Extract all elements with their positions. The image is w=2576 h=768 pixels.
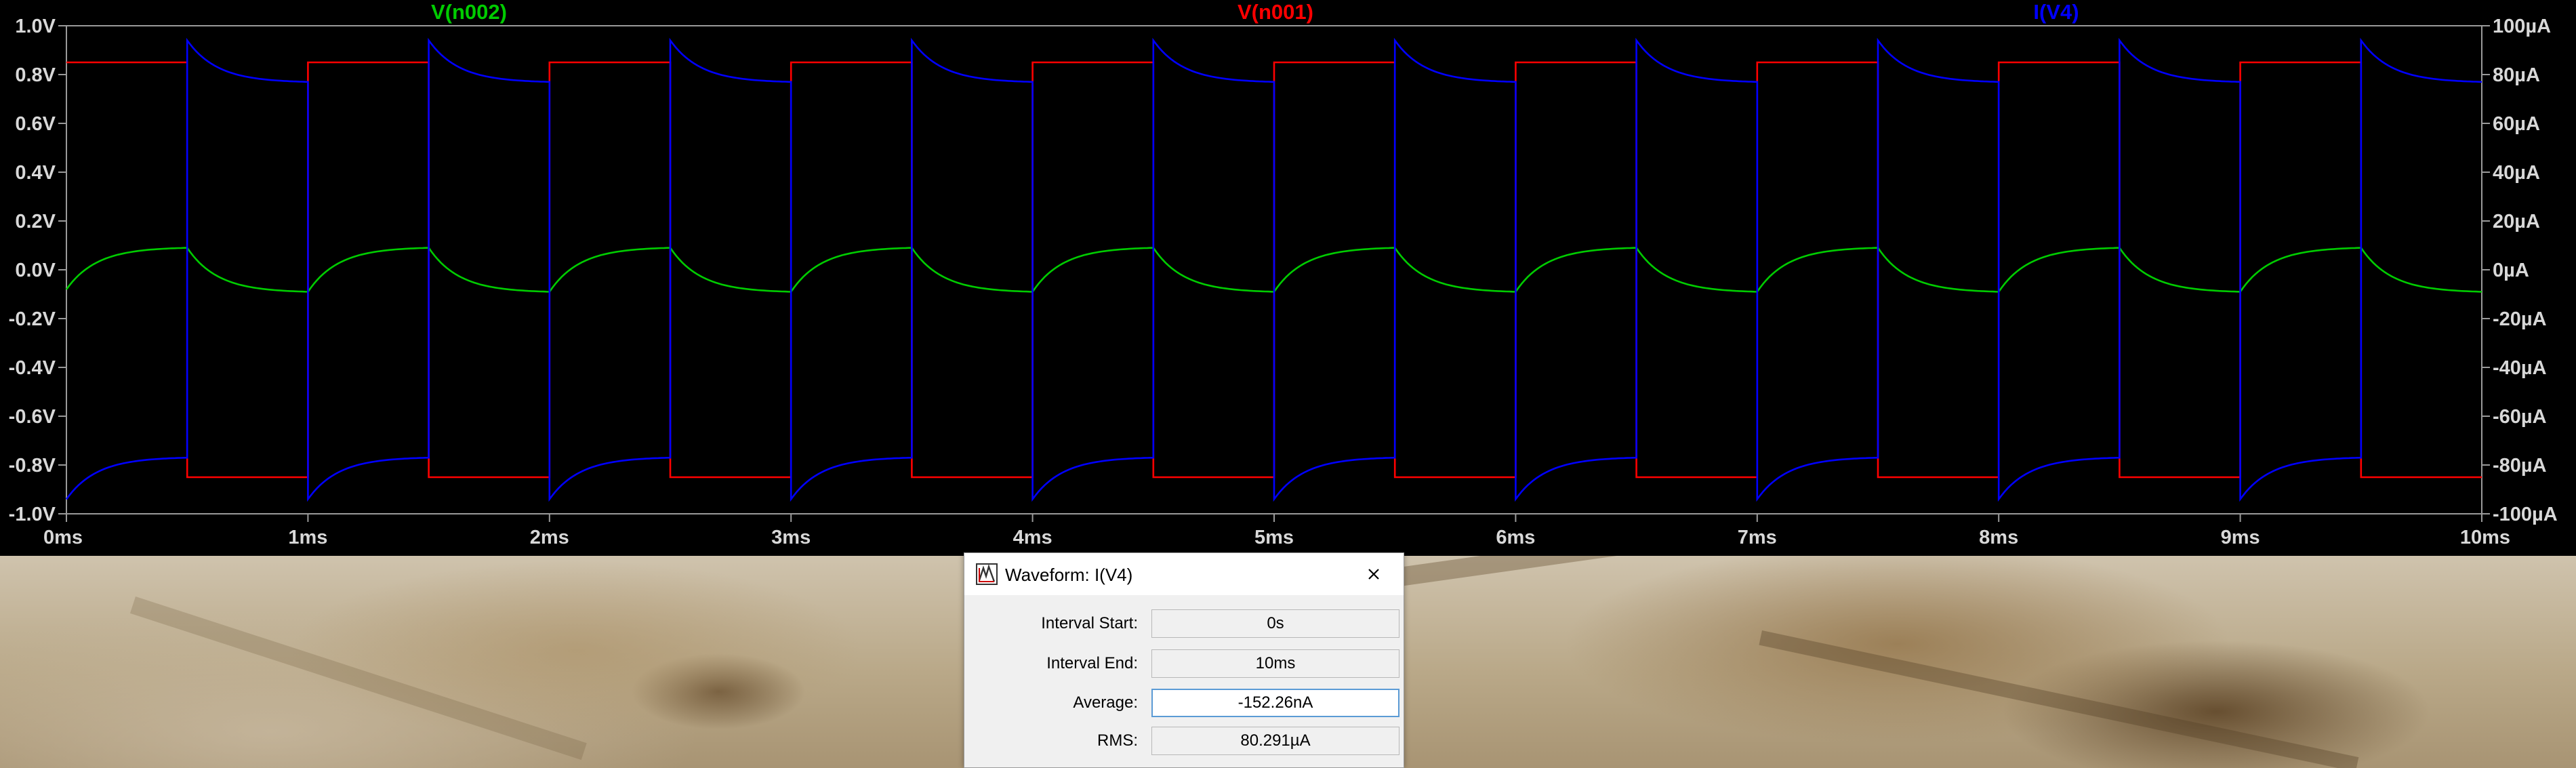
rms-field[interactable]: 80.291µA <box>1151 727 1399 755</box>
right-axis-tick-label: 80µA <box>2493 64 2540 86</box>
x-axis-tick-label: 2ms <box>530 527 569 548</box>
left-axis-tick-label: 0.2V <box>15 211 56 233</box>
right-axis-tick-label: -40µA <box>2493 357 2547 379</box>
interval-start-label: Interval Start: <box>1041 614 1138 632</box>
x-axis-tick-label: 8ms <box>1979 527 2018 548</box>
left-axis-tick-label: -0.4V <box>9 357 56 379</box>
trace-name-label: V(n001) <box>1238 0 1313 24</box>
x-axis-tick-label: 7ms <box>1738 527 1777 548</box>
ltspice-app-icon <box>976 563 998 585</box>
right-axis-tick-label: 20µA <box>2493 211 2540 233</box>
x-axis-tick-label: 5ms <box>1254 527 1294 548</box>
rms-label: RMS: <box>1097 731 1138 750</box>
right-axis-tick-label: 100µA <box>2493 16 2551 37</box>
x-axis-tick-label: 1ms <box>288 527 327 548</box>
left-axis-tick-label: 1.0V <box>15 16 56 37</box>
x-axis-tick-label: 4ms <box>1013 527 1052 548</box>
interval-end-label: Interval End: <box>1046 654 1138 672</box>
trace-group <box>65 37 2482 502</box>
dialog-titlebar[interactable]: Waveform: I(V4) <box>964 553 1404 595</box>
trace-name-label: I(V4) <box>2033 0 2079 24</box>
left-axis-tick-label: 0.8V <box>15 64 56 86</box>
x-axis: 0ms 1ms 2ms 3ms 4ms 5ms 6ms 7ms 8ms 9ms 10ms <box>43 514 2510 548</box>
trace-i-v4 <box>65 37 2482 502</box>
left-axis-tick-label: -0.2V <box>9 308 56 330</box>
trace-name-label: V(n002) <box>431 0 507 24</box>
close-icon[interactable] <box>1357 559 1390 589</box>
left-axis-tick-label: 0.4V <box>15 162 56 184</box>
right-axis-tick-label: -100µA <box>2493 504 2558 525</box>
wallpaper-shadow <box>129 597 587 761</box>
trace-name-labels: V(n002) V(n001) I(V4) <box>431 0 2079 24</box>
right-axis: 100µA 80µA 60µA 40µA 20µA 0µA -20µA -40µA -60µA -… <box>2482 16 2558 525</box>
average-label: Average: <box>1073 693 1138 712</box>
x-axis-tick-label: 10ms <box>2460 527 2510 548</box>
x-axis-tick-label: 9ms <box>2221 527 2260 548</box>
interval-start-field[interactable]: 0s <box>1151 609 1399 638</box>
interval-end-field[interactable]: 10ms <box>1151 649 1399 678</box>
right-axis-tick-label: 0µA <box>2493 260 2529 281</box>
waveform-chart[interactable]: 1.0V 0.8V 0.6V 0.4V 0.2V 0.0V -0.2V -0.4V -0.6V -… <box>0 0 2576 556</box>
waveform-info-dialog[interactable]: Waveform: I(V4) Interval Start: 0s Inter… <box>964 552 1404 768</box>
left-axis-tick-label: -1.0V <box>9 504 56 525</box>
x-axis-tick-label: 6ms <box>1496 527 1535 548</box>
left-axis-tick-label: -0.6V <box>9 406 56 428</box>
right-axis-tick-label: -20µA <box>2493 308 2547 330</box>
wallpaper-shadow <box>1759 630 2359 768</box>
average-field[interactable]: -152.26nA <box>1151 689 1399 717</box>
x-axis-tick-label: 3ms <box>771 527 811 548</box>
right-axis-tick-label: -60µA <box>2493 406 2547 428</box>
left-axis-tick-label: 0.6V <box>15 113 56 135</box>
left-axis: 1.0V 0.8V 0.6V 0.4V 0.2V 0.0V -0.2V -0.4V -0.6V -… <box>9 16 66 525</box>
left-axis-tick-label: 0.0V <box>15 260 56 281</box>
right-axis-tick-label: 40µA <box>2493 162 2540 184</box>
dialog-title: Waveform: I(V4) <box>1005 565 1133 585</box>
left-axis-tick-label: -0.8V <box>9 455 56 477</box>
right-axis-tick-label: 60µA <box>2493 113 2540 135</box>
x-axis-tick-label: 0ms <box>43 527 83 548</box>
waveform-plot-panel[interactable]: 1.0V 0.8V 0.6V 0.4V 0.2V 0.0V -0.2V -0.4V -0.6V -… <box>0 0 2576 556</box>
right-axis-tick-label: -80µA <box>2493 455 2547 477</box>
